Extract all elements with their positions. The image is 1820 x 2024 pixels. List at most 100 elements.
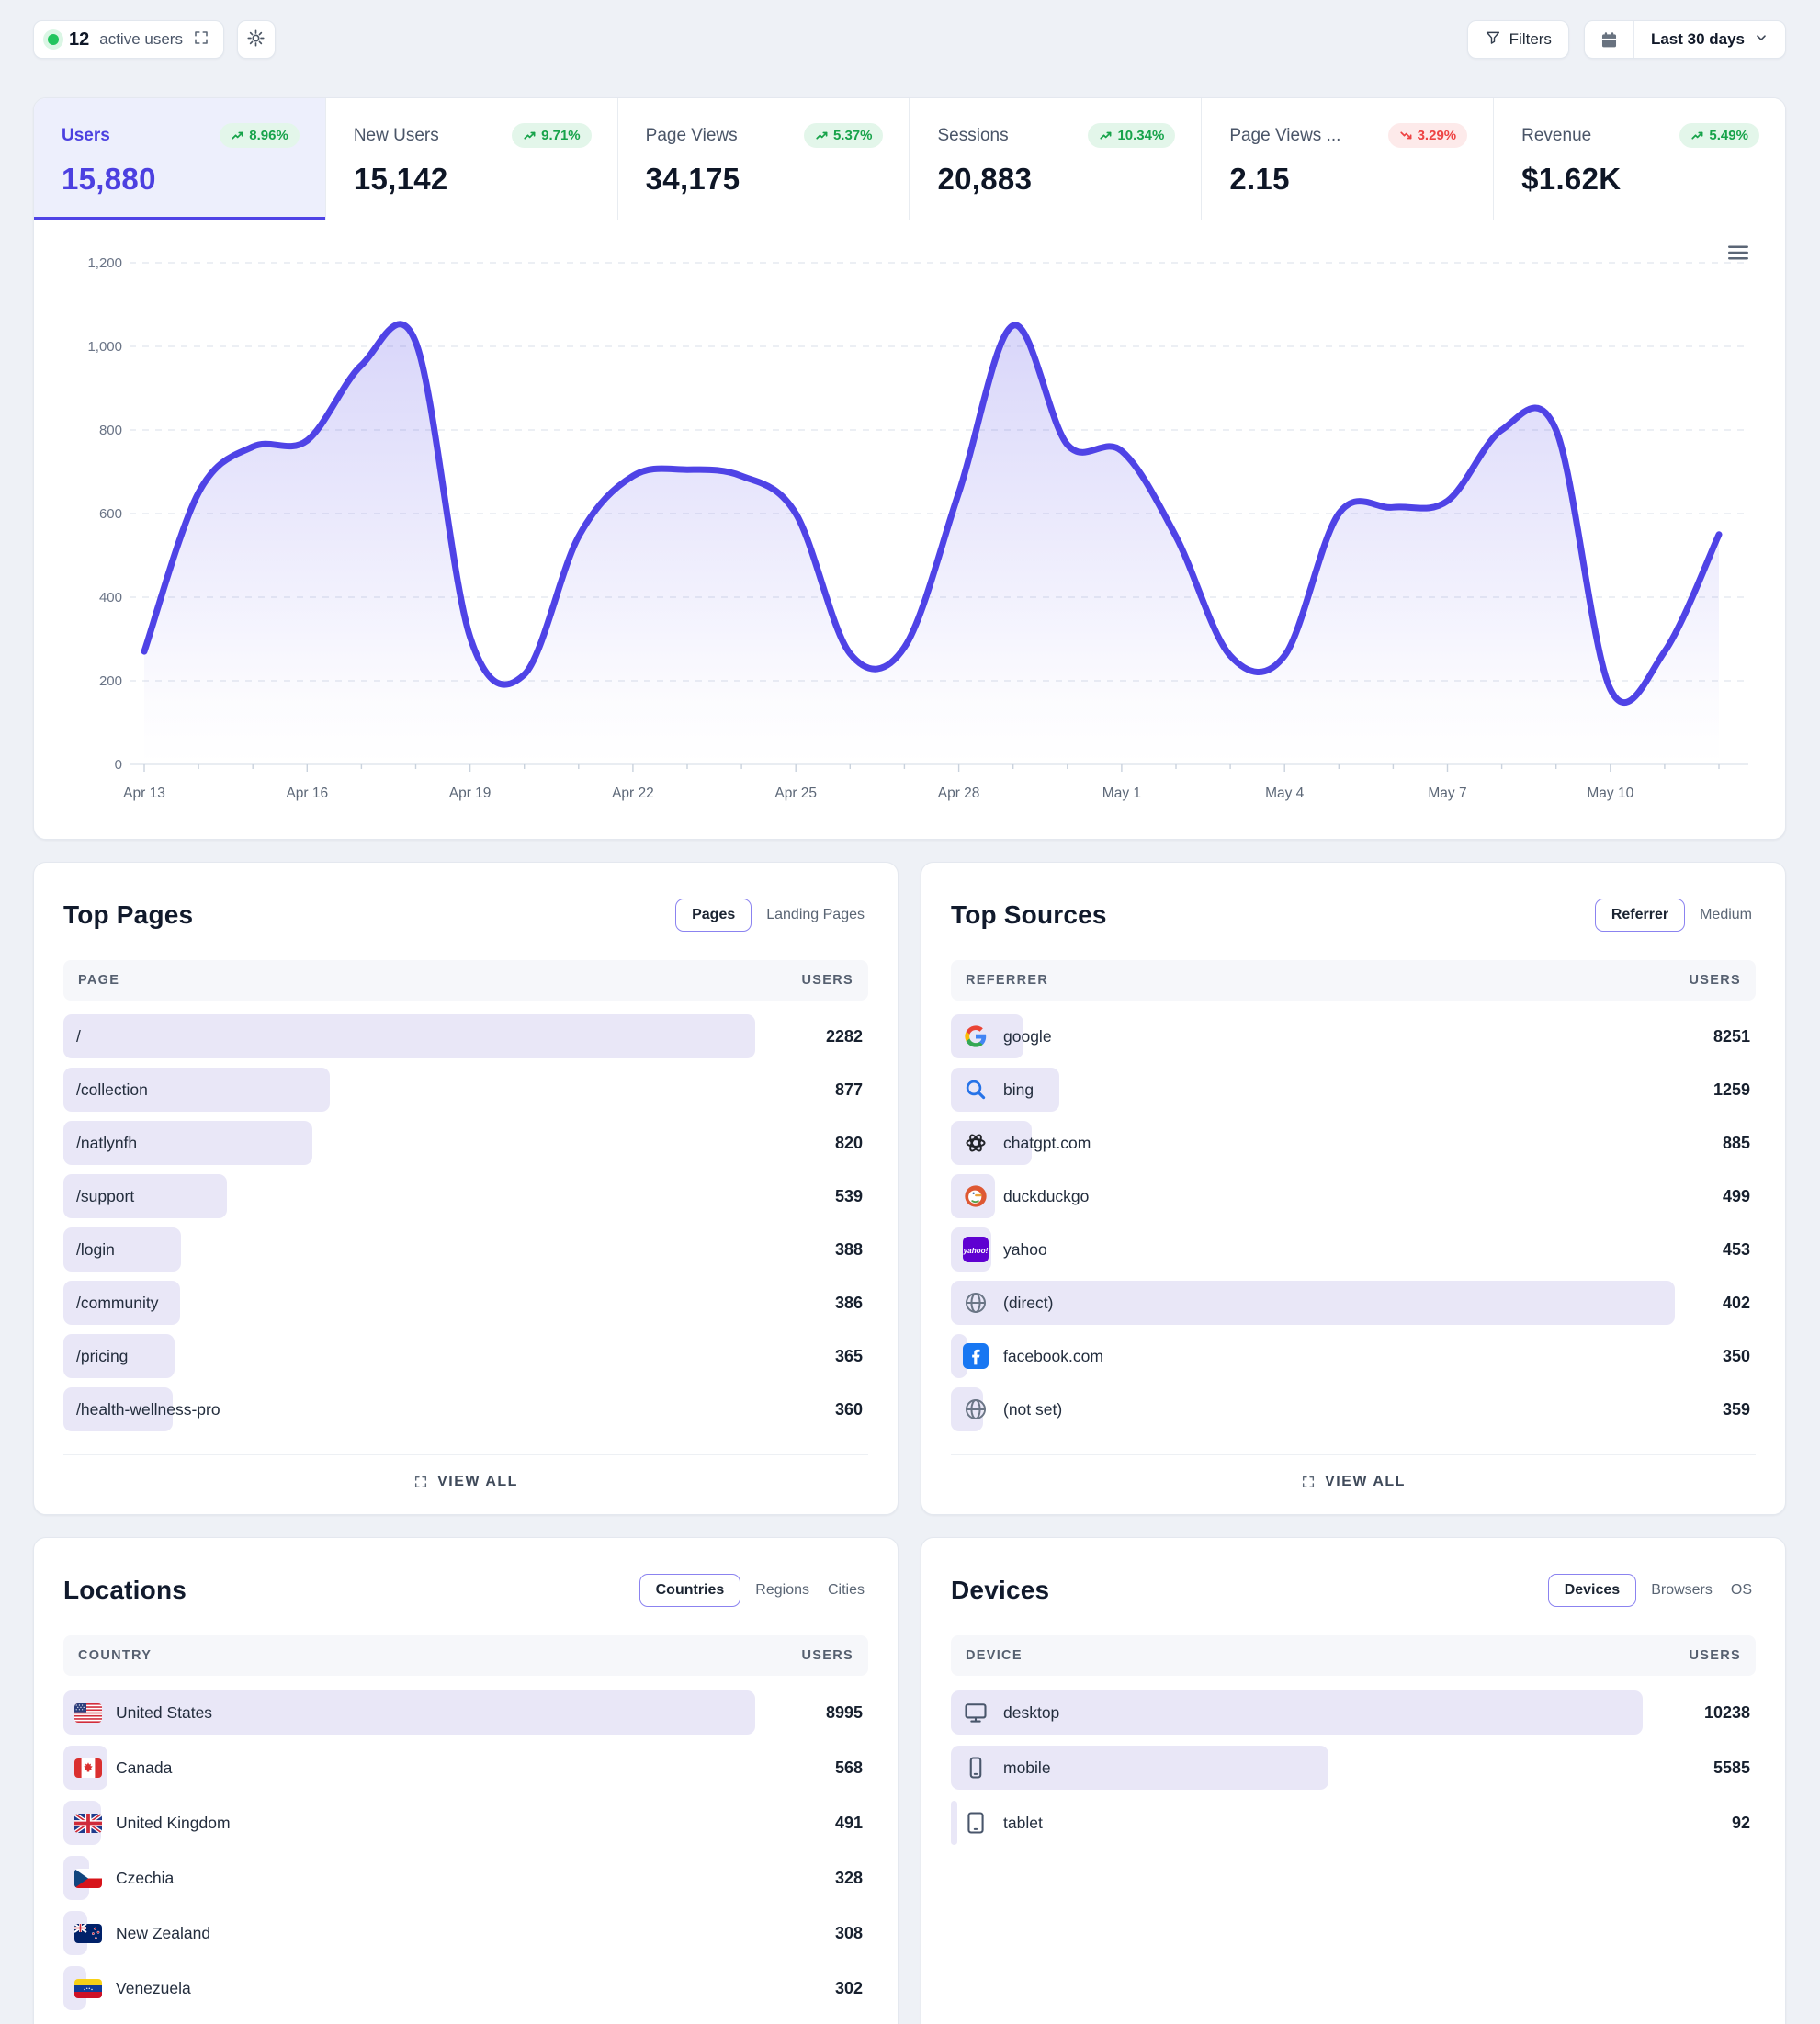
top_pages-footer: VIEW ALL [63,1454,868,1490]
users-chart[interactable]: 0 200 400 600 800 1,000 1,200 Apr 13 Apr 16 Apr … [34,226,1785,830]
funnel-icon [1485,29,1501,51]
row-value: 402 [1722,1293,1750,1312]
metric-tab-sessions[interactable]: Sessions 10.34% 20,883 [910,98,1203,220]
top_pages-tab-pages[interactable]: Pages [675,899,752,932]
metric-label: Users [62,125,110,145]
top_sources-row-chatgpt-com[interactable]: chatgpt.com 885 [951,1116,1756,1170]
top_sources-row-yahoo[interactable]: yahoo! yahoo 453 [951,1223,1756,1276]
top_pages-row-health-wellness-pro[interactable]: /health-wellness-pro 360 [63,1383,868,1436]
column-header: REFERRER [966,973,1049,988]
row-label: /login [76,1239,115,1259]
svg-text:400: 400 [99,590,122,605]
locations-row-new-zealand[interactable]: New Zealand 308 [63,1905,868,1961]
topbar: 12 active users Filters Last 30 days [0,0,1820,59]
devices-row-mobile[interactable]: mobile 5585 [951,1740,1756,1795]
expand-icon [195,30,208,44]
chart-menu-icon[interactable] [1726,241,1750,269]
row-label: /community [76,1293,159,1312]
row-bar [951,1801,957,1845]
locations-tab-regions[interactable]: Regions [752,1575,813,1606]
locations-row-united-states[interactable]: United States 8995 [63,1685,868,1740]
locations-row-united-kingdom[interactable]: United Kingdom 491 [63,1795,868,1850]
row-bar [951,1746,1328,1790]
row-label: facebook.com [1003,1346,1103,1365]
locations-tab-countries[interactable]: Countries [639,1574,741,1607]
row-value: 820 [834,1133,863,1152]
column-header: USERS [801,1648,853,1663]
locations-row-canada[interactable]: Canada 568 [63,1740,868,1795]
globe-icon [965,1398,987,1420]
devices-tab-browsers[interactable]: Browsers [1647,1575,1716,1606]
top_pages-row-root[interactable]: / 2282 [63,1010,868,1063]
row-value: 568 [834,1758,863,1777]
locations-row-czechia[interactable]: Czechia 328 [63,1850,868,1905]
chart-line-users [141,321,1723,707]
chart-area-fill [144,323,1719,764]
metric-tab-users[interactable]: Users 8.96% 15,880 [34,98,326,220]
active-users-count: 12 [69,28,90,50]
row-label: chatgpt.com [1003,1133,1091,1152]
top_sources-row-direct[interactable]: (direct) 402 [951,1276,1756,1329]
date-range-control[interactable]: Last 30 days [1583,20,1786,59]
top_pages-table-body: / 2282 /collection 877 /natlynfh 820 /su… [63,1010,868,1436]
row-label: United Kingdom [116,1813,231,1832]
top_sources-row-facebook-com[interactable]: facebook.com 350 [951,1329,1756,1383]
devices-row-desktop[interactable]: desktop 10238 [951,1685,1756,1740]
row-value: 877 [834,1080,863,1099]
svg-text:Apr 25: Apr 25 [774,786,817,801]
trend-up-icon [1691,131,1703,140]
metric-label: Page Views ... [1229,125,1341,145]
y-axis-labels: 0 200 400 600 800 1,000 1,200 [87,255,122,773]
svg-text:May 4: May 4 [1265,786,1305,801]
top_pages-row-support[interactable]: /support 539 [63,1170,868,1223]
svg-text:Apr 13: Apr 13 [123,786,165,801]
metric-change-badge: 9.71% [512,123,592,148]
devices-table-header: DEVICE USERS [951,1635,1756,1676]
top_sources-row-not-set[interactable]: (not set) 359 [951,1383,1756,1436]
row-value: 92 [1731,1813,1750,1832]
metrics-chart-card: Users 8.96% 15,880 New Users 9.71% 15,14… [33,97,1786,840]
row-label: Czechia [116,1868,175,1887]
row-label: United States [116,1702,213,1722]
metric-tab-page-views[interactable]: Page Views ... 3.29% 2.15 [1202,98,1495,220]
devices-row-tablet[interactable]: tablet 92 [951,1795,1756,1850]
column-header: COUNTRY [78,1648,153,1663]
top_sources-row-duckduckgo[interactable]: duckduckgo 499 [951,1170,1756,1223]
metric-change-badge: 10.34% [1088,123,1176,148]
top_pages-view-all-button[interactable]: VIEW ALL [413,1474,518,1490]
metric-label: Sessions [937,125,1009,145]
top_sources-tab-medium[interactable]: Medium [1696,899,1756,931]
top_pages-row-login[interactable]: /login 388 [63,1223,868,1276]
active-users-pill[interactable]: 12 active users [33,20,224,59]
metric-change-badge: 8.96% [220,123,300,148]
filters-button[interactable]: Filters [1466,20,1569,59]
top_pages-row-collection[interactable]: /collection 877 [63,1063,868,1116]
calendar-icon[interactable] [1585,21,1634,58]
top_sources-row-bing[interactable]: bing 1259 [951,1063,1756,1116]
bing-icon [966,1080,986,1100]
locations-tab-cities[interactable]: Cities [824,1575,868,1606]
locations-row-venezuela[interactable]: Venezuela 302 [63,1961,868,2016]
top_sources-tab-referrer[interactable]: Referrer [1594,899,1686,932]
row-value: 539 [834,1186,863,1205]
top_sources-row-google[interactable]: google 8251 [951,1010,1756,1063]
locations-panel: Locations Countries Regions Cities COUNTRY… [33,1537,899,2024]
top_pages-row-community[interactable]: /community 386 [63,1276,868,1329]
chevron-down-icon [1754,30,1769,50]
row-value: 359 [1722,1399,1750,1419]
top_pages-tab-landing-pages[interactable]: Landing Pages [763,899,868,931]
row-label: yahoo [1003,1239,1047,1259]
devices-tab-devices[interactable]: Devices [1547,1574,1637,1607]
row-label: Venezuela [116,1978,191,1997]
top_pages-row-pricing[interactable]: /pricing 365 [63,1329,868,1383]
metric-tab-page-views[interactable]: Page Views 5.37% 34,175 [617,98,910,220]
metric-tab-new-users[interactable]: New Users 9.71% 15,142 [325,98,618,220]
devices-tab-os[interactable]: OS [1727,1575,1756,1606]
row-value: 388 [834,1239,863,1259]
top_pages-row-natlynfh[interactable]: /natlynfh 820 [63,1116,868,1170]
settings-button[interactable] [236,20,276,59]
duckduckgo-icon [965,1185,987,1207]
top_sources-view-all-button[interactable]: VIEW ALL [1301,1474,1406,1490]
metric-tab-revenue[interactable]: Revenue 5.49% $1.62K [1494,98,1785,220]
